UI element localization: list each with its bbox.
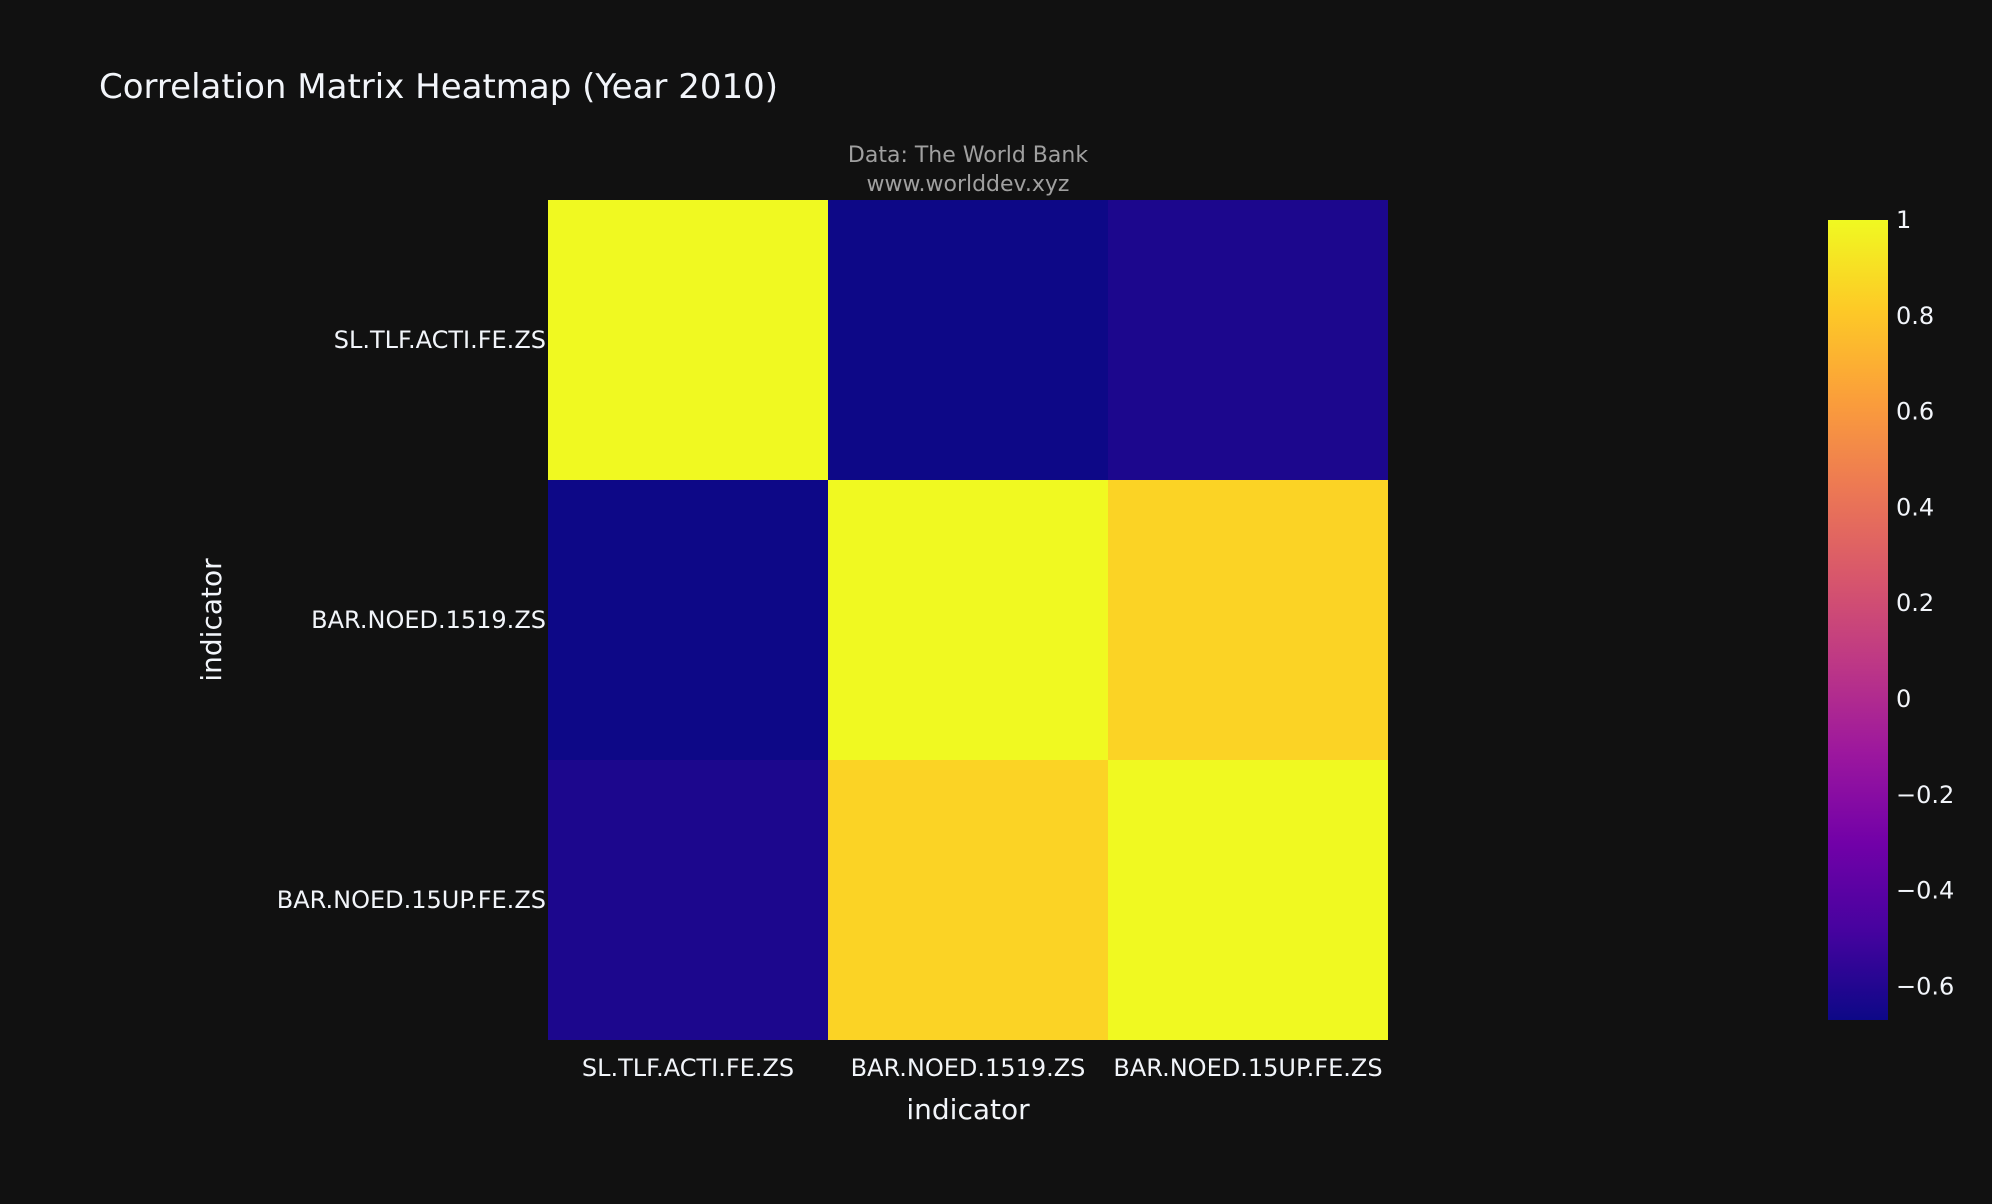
heatmap-cell-r2-c1	[828, 760, 1108, 1040]
colorbar-tick-label: −0.6	[1896, 972, 1954, 1000]
heatmap-cell-r2-c2	[1108, 760, 1388, 1040]
colorbar-tick-label: 0.2	[1896, 589, 1934, 617]
y-tick-label: BAR.NOED.15UP.FE.ZS	[277, 886, 546, 914]
chart-title: Correlation Matrix Heatmap (Year 2010)	[99, 67, 778, 107]
heatmap-cell-r0-c1	[828, 200, 1108, 480]
x-axis-ticks: SL.TLF.ACTI.FE.ZS BAR.NOED.1519.ZS BAR.NOE…	[582, 1054, 1383, 1082]
colorbar-tick-label: −0.2	[1896, 781, 1954, 809]
x-axis-title: indicator	[906, 1093, 1030, 1126]
heatmap-cell-r2-c0	[548, 760, 828, 1040]
source-annotation-line-2: www.worlddev.xyz	[867, 172, 1070, 197]
heatmap-cells	[548, 200, 1388, 1040]
y-tick-label: BAR.NOED.1519.ZS	[311, 606, 546, 634]
x-tick-label: SL.TLF.ACTI.FE.ZS	[582, 1054, 794, 1082]
colorbar-tick-label: 0.4	[1896, 493, 1934, 521]
x-tick-label: BAR.NOED.15UP.FE.ZS	[1113, 1054, 1382, 1082]
colorbar-gradient	[1828, 220, 1888, 1020]
heatmap-cell-r0-c0	[548, 200, 828, 480]
y-axis-ticks: SL.TLF.ACTI.FE.ZS BAR.NOED.1519.ZS BAR.NOE…	[277, 326, 546, 914]
y-axis-title: indicator	[195, 558, 228, 682]
colorbar-tick-label: 1	[1896, 206, 1911, 234]
y-tick-label: SL.TLF.ACTI.FE.ZS	[334, 326, 546, 354]
x-tick-label: BAR.NOED.1519.ZS	[851, 1054, 1086, 1082]
colorbar: 1 0.8 0.6 0.4 0.2 0 −0.2 −0.4 −0.6	[1828, 206, 1954, 1020]
heatmap-cell-r1-c1	[828, 480, 1108, 760]
heatmap-cell-r1-c0	[548, 480, 828, 760]
heatmap-cell-r1-c2	[1108, 480, 1388, 760]
colorbar-tick-label: −0.4	[1896, 877, 1954, 905]
heatmap-cell-r0-c2	[1108, 200, 1388, 480]
source-annotation-line-1: Data: The World Bank	[848, 143, 1088, 168]
colorbar-tick-label: 0	[1896, 685, 1911, 713]
colorbar-tick-label: 0.6	[1896, 398, 1934, 426]
colorbar-tick-label: 0.8	[1896, 302, 1934, 330]
